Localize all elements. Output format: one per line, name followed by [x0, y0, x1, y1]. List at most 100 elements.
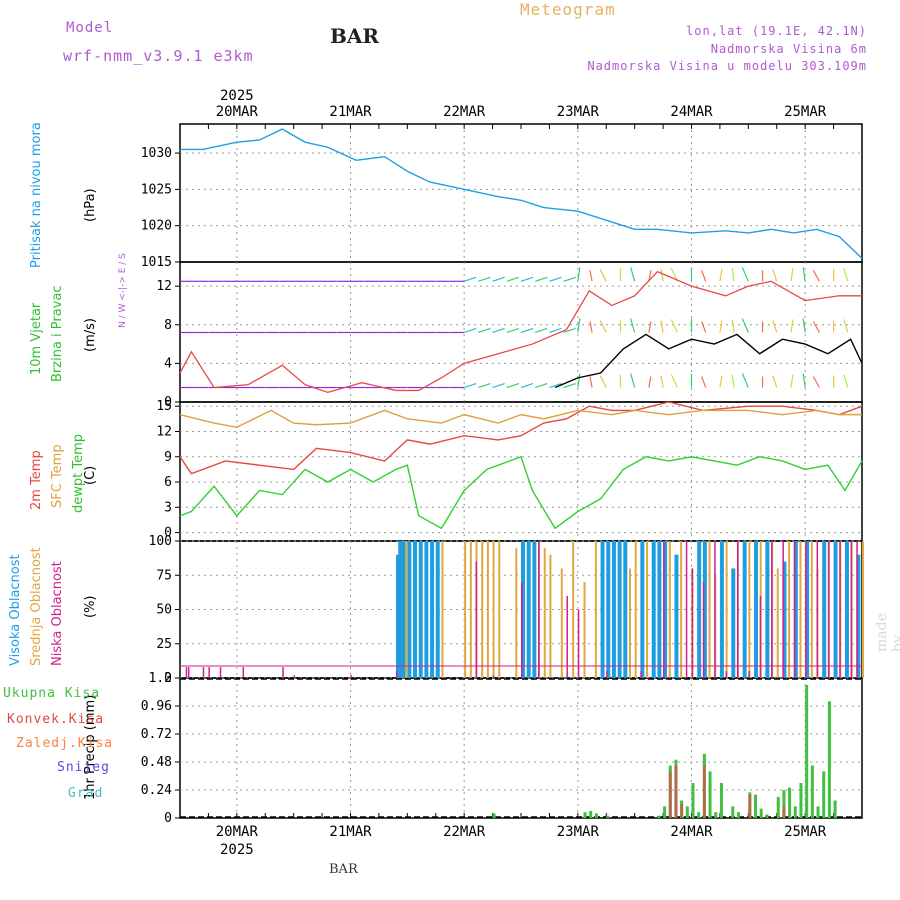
cloud-bar: [469, 541, 472, 678]
x-tick-label-bottom: 21MAR: [329, 824, 372, 840]
wind-arrow: [630, 318, 636, 333]
wind-arrow: [719, 269, 723, 282]
wind-arrow: [772, 320, 778, 333]
cloud-bar: [219, 667, 222, 678]
cloud-bar: [282, 667, 284, 678]
chart-title: Meteogram: [520, 0, 616, 19]
temp2m-line: [179, 401, 863, 475]
cloud-bar: [731, 568, 736, 678]
cloud-bar: [668, 541, 671, 678]
panel-frame: [179, 401, 863, 542]
dewpt-line: [179, 455, 863, 530]
cloud-bar: [754, 541, 759, 678]
wind-arrow: [520, 327, 534, 334]
x-tick-label-top: 25MAR: [784, 104, 827, 120]
cloud-bar: [782, 541, 784, 678]
precip-bar: [492, 813, 496, 818]
y-tick-label: 4: [164, 356, 172, 371]
cloud-bar: [810, 541, 813, 678]
cloud-bar: [617, 541, 622, 678]
cloud-bar: [765, 541, 770, 678]
precip-bar: [691, 783, 695, 818]
cloud-bar: [782, 561, 787, 678]
cloud-bar: [395, 554, 400, 678]
sfc-temp-line: [179, 409, 862, 429]
x-tick-label-bottom: 25MAR: [784, 824, 827, 840]
cloud-bar: [498, 541, 501, 678]
cloud-bar: [407, 541, 412, 678]
y-tick-label: 0: [164, 811, 172, 826]
x-tick-label-top: 21MAR: [329, 104, 372, 120]
x-tick-label-top: 23MAR: [557, 104, 600, 120]
cloud-bar: [398, 541, 403, 678]
x-tick-label-bottom: 20MAR: [216, 824, 259, 840]
wind-arrow: [802, 267, 806, 282]
cloud-bar: [606, 671, 608, 678]
y-tick-label: 6: [164, 475, 172, 490]
wind-arrow: [577, 373, 581, 388]
legend-conv-rain: Konvek.Kisa: [7, 712, 105, 727]
wind-arrow: [520, 276, 534, 282]
cloud-bar: [748, 671, 750, 678]
cloud-bar: [424, 541, 429, 678]
precip-bar: [731, 806, 735, 818]
cloud-bar: [583, 582, 586, 678]
gust-line: [179, 270, 862, 394]
cloud-bar: [526, 541, 531, 678]
wind-arrow: [506, 382, 519, 389]
cloud-bar: [697, 541, 702, 678]
cloud-bar: [606, 541, 611, 678]
year-label-top: 2025: [220, 88, 254, 104]
y-tick-label: 100: [149, 534, 172, 549]
wind-arrow: [563, 327, 576, 334]
wind-arrow: [463, 382, 477, 389]
cloud-bar: [816, 541, 819, 678]
y-tick-label: 25: [156, 637, 172, 652]
cloud-bar: [663, 541, 668, 678]
wind-arrow: [670, 374, 678, 388]
wind-arrow: [535, 382, 548, 389]
cloud-bar: [702, 541, 707, 678]
cloud-bar: [532, 541, 537, 678]
cloud-bar: [492, 675, 495, 678]
wind-arrow: [463, 276, 477, 282]
wind-arrow: [630, 267, 636, 282]
precip-bar: [719, 783, 723, 818]
precip-bar: [680, 804, 684, 818]
precip-bar: [736, 812, 740, 818]
x-tick-label-bottom: 24MAR: [670, 824, 713, 840]
year-label-bottom: 2025: [220, 842, 254, 858]
precip-bar: [657, 815, 661, 818]
cloud-bar: [685, 541, 688, 678]
wind-arrow: [741, 267, 749, 282]
wind-arrow: [790, 374, 794, 388]
precip-bar: [685, 806, 689, 818]
precip-bar: [589, 811, 593, 818]
cloud-bar: [856, 554, 861, 678]
cloud-bar: [549, 554, 552, 678]
x-tick-label-top: 22MAR: [443, 104, 486, 120]
precip-bar: [594, 813, 598, 818]
y-tick-label: 0: [164, 526, 172, 541]
wind-arrow: [772, 269, 778, 282]
cloud-bar: [719, 541, 724, 678]
cloud-bar: [521, 541, 525, 678]
cloud-bar: [405, 541, 408, 678]
wind-arrow: [478, 327, 491, 334]
wind-arrow: [648, 321, 652, 333]
wind-arrow: [660, 320, 664, 333]
cloud-bar: [856, 541, 858, 678]
wind-arrow: [719, 320, 723, 333]
panel-frame: [179, 123, 863, 263]
x-tick-label-bottom: 23MAR: [557, 824, 600, 840]
wind-arrow: [843, 374, 849, 388]
cloud-bar: [521, 582, 523, 678]
x-tick-label-top: 20MAR: [216, 104, 259, 120]
y-tick-label: 1025: [141, 182, 172, 197]
cloud-bar: [486, 541, 489, 678]
cloud-bar: [441, 541, 444, 678]
cloud-bar: [475, 561, 478, 678]
y-tick-label: 50: [156, 603, 172, 618]
wind-arrow: [492, 276, 505, 282]
cloud-bar: [714, 541, 716, 678]
